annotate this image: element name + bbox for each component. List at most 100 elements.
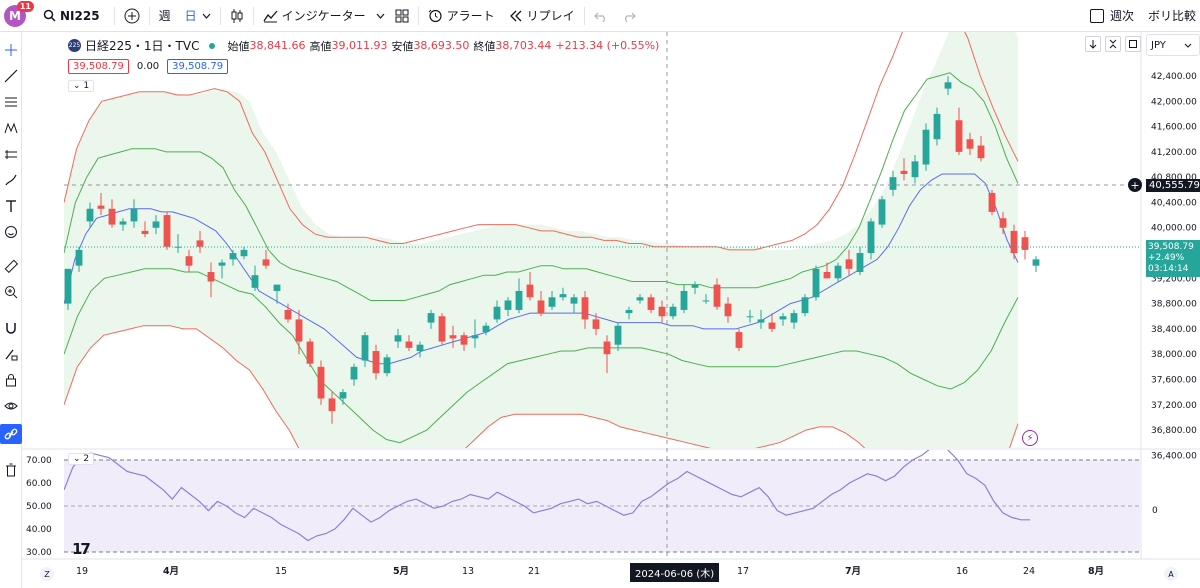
oscillator-pane <box>64 450 1140 553</box>
indicators-toggle-main[interactable]: ⌄ 1 <box>68 80 95 92</box>
interval-dropdown[interactable] <box>199 0 218 31</box>
candle <box>702 294 710 304</box>
chevron-down-icon: ⌄ <box>73 454 81 464</box>
interval-day-button[interactable]: 日 <box>184 9 197 23</box>
candle <box>229 249 237 266</box>
move-down-button[interactable] <box>1085 36 1101 52</box>
brush-tool[interactable] <box>0 170 22 190</box>
trash-icon <box>6 463 16 477</box>
link-icon <box>4 428 18 440</box>
candle-body <box>823 272 831 279</box>
redo-button[interactable] <box>615 0 643 31</box>
sell-button[interactable]: 39,508.79 <box>68 59 129 74</box>
candle-body <box>955 120 963 152</box>
time-tick-label: 5月 <box>393 566 409 577</box>
time-tick-label: 13 <box>462 566 474 577</box>
lock-icon <box>6 374 16 387</box>
candle <box>196 230 204 254</box>
divider <box>113 6 115 25</box>
collapse-pane-button[interactable] <box>1105 36 1121 52</box>
pattern-tool[interactable] <box>0 118 22 138</box>
fib-tool[interactable] <box>0 92 22 112</box>
candle <box>779 313 787 326</box>
hide-tool[interactable] <box>0 396 22 416</box>
candle <box>504 297 512 317</box>
magnet-tool[interactable] <box>0 318 22 338</box>
candle <box>130 199 138 228</box>
candle-body <box>394 335 402 342</box>
candle <box>647 294 655 314</box>
candle-body <box>944 82 952 89</box>
candle-body <box>284 309 292 320</box>
pattern-icon <box>4 122 18 134</box>
chevron-down-icon <box>376 13 385 19</box>
candle-body <box>317 366 325 399</box>
lock-tool[interactable] <box>0 370 22 390</box>
maximize-pane-button[interactable] <box>1125 36 1141 52</box>
user-menu[interactable]: M 11 <box>0 0 36 31</box>
candle-body <box>295 319 303 342</box>
forecast-tool[interactable] <box>0 144 22 164</box>
candle <box>944 76 952 95</box>
undo-icon <box>593 12 605 22</box>
interval-week-button[interactable]: 週 <box>158 9 171 23</box>
indicators-dropdown[interactable] <box>373 0 388 31</box>
replay-button[interactable]: リプレイ <box>502 0 582 31</box>
candle-body <box>559 294 567 298</box>
avatar[interactable]: M 11 <box>4 0 34 27</box>
candle <box>911 155 919 184</box>
candle-body <box>482 325 490 333</box>
candle-body <box>493 306 501 320</box>
oscillator-line <box>64 450 1030 542</box>
emoji-tool[interactable] <box>0 222 22 242</box>
arrow-down-icon <box>1089 40 1097 49</box>
candle-body <box>515 290 523 310</box>
link-tool[interactable] <box>0 424 22 444</box>
trend-line-tool[interactable] <box>0 66 22 86</box>
compare-button[interactable] <box>117 0 147 31</box>
candle <box>471 319 479 348</box>
top-toolbar: M 11 NI225 週 日 インジケーター <box>0 0 1200 32</box>
high-value: 39,011.93 <box>331 39 388 52</box>
stay-drawing-tool[interactable] <box>0 344 22 364</box>
bollinger-compare-button[interactable]: ボリ比較 <box>1147 9 1196 23</box>
buy-button[interactable]: 39,508.79 <box>167 59 229 74</box>
eye-icon <box>4 402 18 410</box>
trend-line-icon <box>4 69 18 83</box>
delete-tool[interactable] <box>0 460 22 480</box>
time-tick-label: 15 <box>275 566 287 577</box>
legend-title[interactable]: 日経225・1日・TVC <box>85 39 200 53</box>
currency-selector[interactable]: JPY <box>1146 34 1200 56</box>
measure-tool[interactable] <box>0 256 22 276</box>
symbol-search[interactable]: NI225 <box>36 0 112 31</box>
crosshair-tool[interactable] <box>0 40 22 60</box>
undo-button[interactable] <box>587 0 615 31</box>
text-tool[interactable] <box>0 196 22 216</box>
auto-scale-button[interactable]: A <box>1164 567 1178 581</box>
candle-body <box>647 297 655 310</box>
chevron-down-icon <box>202 13 211 19</box>
candle <box>603 335 611 374</box>
add-alert-icon[interactable]: + <box>1128 178 1142 192</box>
indicators-toggle-osc[interactable]: ⌄ 2 <box>68 453 95 465</box>
price-tick-label: 36,400.00 <box>1151 451 1197 461</box>
candle-body <box>383 357 391 374</box>
candle-body <box>97 205 105 209</box>
candle <box>427 309 435 329</box>
time-tick-label: 4月 <box>163 566 179 577</box>
candle <box>306 338 314 367</box>
templates-button[interactable] <box>388 0 416 31</box>
zoom-tool[interactable] <box>0 282 22 302</box>
price-tick-label: 40,800.00 <box>1151 173 1197 183</box>
price-tick-label: 42,000.00 <box>1151 97 1197 107</box>
candle <box>515 278 523 314</box>
weekly-checkbox[interactable]: 週次 <box>1083 0 1141 31</box>
lightning-icon[interactable]: ⚡ <box>1022 430 1038 446</box>
band-upper-2-line <box>64 32 1019 251</box>
indicators-button[interactable]: インジケーター <box>256 0 373 31</box>
candle <box>163 211 171 250</box>
auto-scale-left-button[interactable]: Z <box>40 567 54 581</box>
chart-type-button[interactable] <box>223 0 251 31</box>
alert-button[interactable]: アラート <box>421 0 502 31</box>
